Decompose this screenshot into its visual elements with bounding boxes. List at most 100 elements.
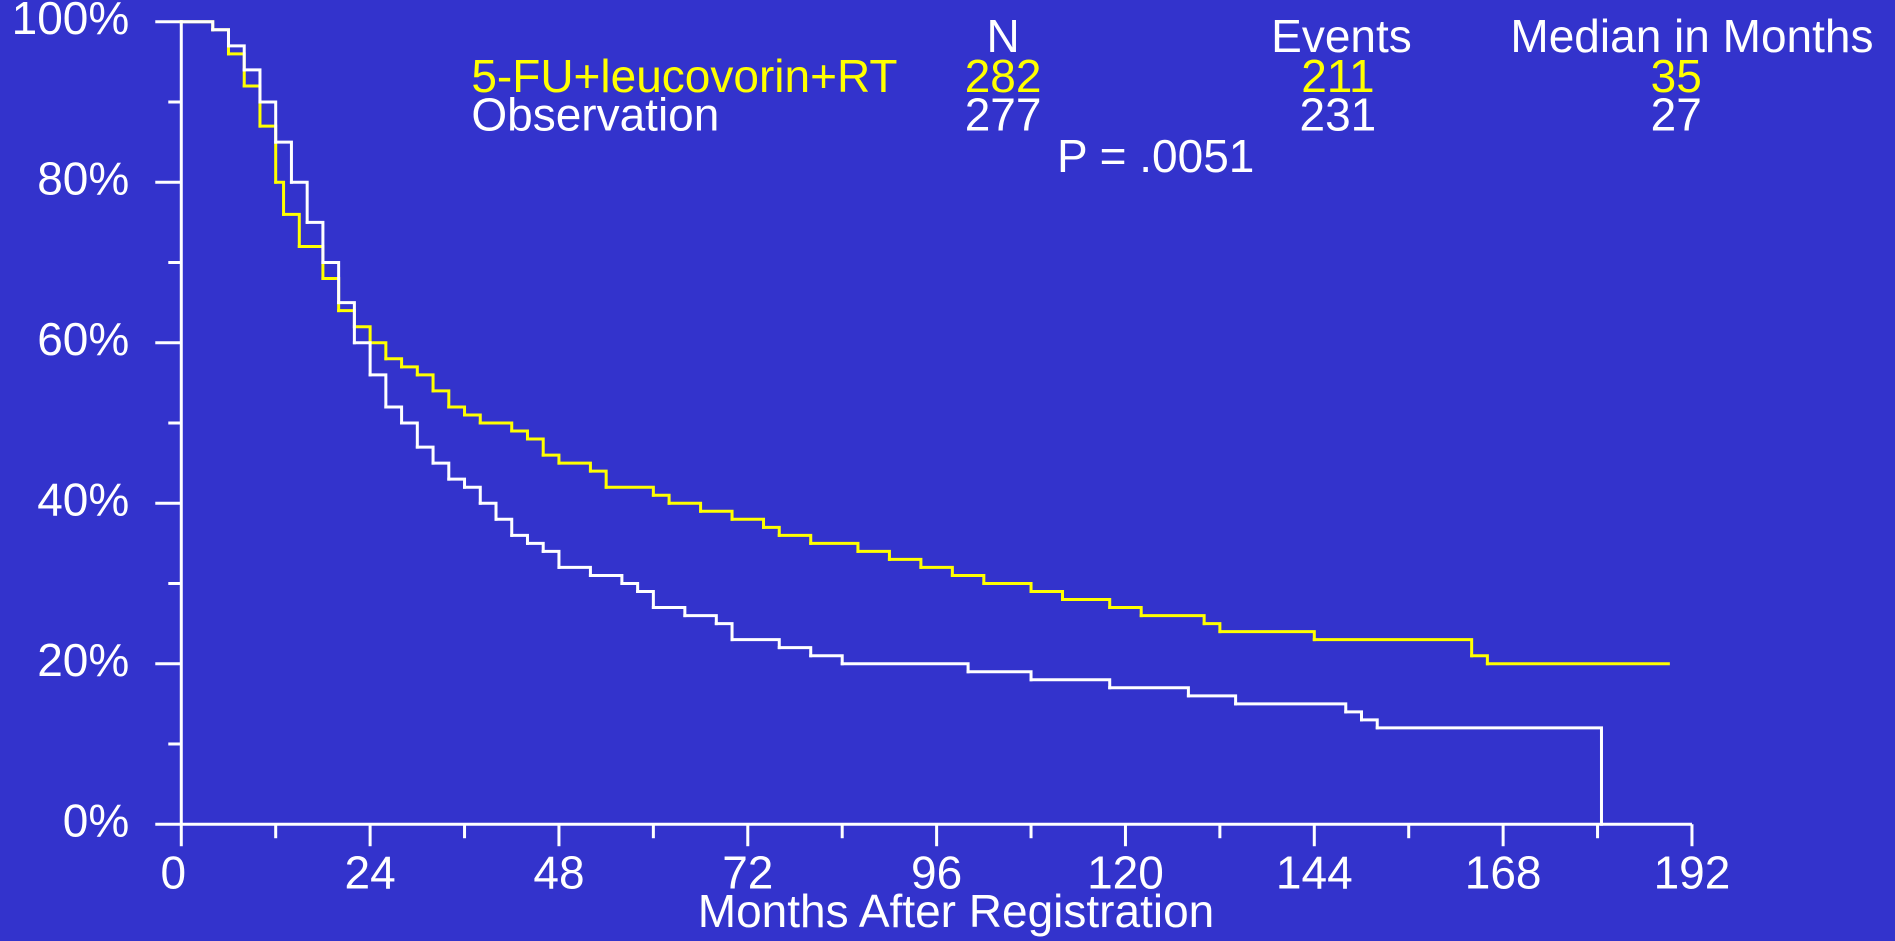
- survival-step: [384, 405, 404, 425]
- survival-step: [463, 485, 482, 505]
- y-tick-label: 20%: [37, 634, 129, 686]
- survival-step: [463, 413, 482, 425]
- survival-step: [510, 533, 529, 545]
- survival-step: [966, 670, 1033, 682]
- survival-step: [588, 469, 608, 489]
- x-tick-label: 48: [533, 846, 584, 898]
- survival-step: [478, 501, 498, 521]
- survival-step: [1344, 710, 1363, 722]
- y-tick-label: 60%: [37, 313, 129, 365]
- survival-step: [525, 437, 545, 457]
- survival-step: [226, 44, 246, 72]
- x-axis-label: Months After Registration: [698, 885, 1214, 937]
- survival-step: [762, 525, 781, 537]
- survival-step: [1375, 726, 1603, 826]
- survival-step: [305, 220, 325, 264]
- legend-value: 211: [1301, 50, 1374, 102]
- survival-step: [274, 140, 293, 184]
- annotation: P = .0051: [1057, 130, 1254, 182]
- survival-step: [856, 549, 891, 561]
- survival-step: [368, 341, 388, 361]
- x-tick-label: 72: [722, 846, 773, 898]
- survival-step: [1061, 598, 1112, 610]
- survival-step: [447, 405, 467, 417]
- y-tick-label: 100%: [12, 0, 130, 44]
- survival-step: [1108, 606, 1143, 618]
- x-tick-label: 24: [345, 846, 396, 898]
- x-tick-label: 96: [911, 846, 962, 898]
- legend-value: 231: [1299, 89, 1376, 141]
- survival-step: [494, 517, 514, 537]
- survival-step: [282, 212, 301, 248]
- survival-step: [337, 301, 356, 345]
- survival-step: [887, 557, 923, 569]
- x-tick-label: 0: [160, 846, 186, 898]
- survival-step: [840, 662, 970, 674]
- survival-step: [777, 533, 813, 545]
- survival-step: [431, 389, 451, 409]
- survival-step: [400, 365, 419, 377]
- survival-step: [1186, 694, 1238, 706]
- survival-step: [950, 573, 986, 585]
- survival-step: [1218, 630, 1316, 642]
- survival-step: [1470, 654, 1489, 666]
- survival-step: [809, 541, 860, 553]
- survival-step: [557, 461, 592, 473]
- survival-step: [651, 606, 687, 618]
- survival-step: [557, 565, 592, 577]
- survival-step: [714, 622, 734, 642]
- y-tick-label: 40%: [37, 473, 129, 525]
- survival-step: [1029, 678, 1112, 690]
- survival-step: [258, 100, 278, 144]
- survival-step: [730, 638, 781, 650]
- survival-step: [242, 68, 262, 104]
- legend-value: 282: [965, 50, 1042, 102]
- survival-step: [730, 517, 766, 529]
- survival-step: [1139, 614, 1206, 626]
- survival-step: [777, 646, 813, 658]
- survival-step: [321, 260, 341, 305]
- survival-step: [604, 485, 655, 497]
- survival-step: [289, 180, 309, 224]
- legend-label: Observation: [471, 89, 719, 141]
- y-tick-label: 0%: [63, 794, 129, 846]
- survival-step: [1234, 702, 1348, 714]
- survival-step: [1108, 686, 1190, 698]
- survival-step: [384, 357, 404, 369]
- legend-value: 35: [1651, 50, 1702, 102]
- survival-step: [982, 581, 1033, 594]
- survival-step: [478, 421, 514, 433]
- legend-header: Median in Months: [1510, 10, 1873, 62]
- survival-step: [352, 325, 372, 345]
- survival-step: [1029, 590, 1065, 602]
- survival-step: [415, 445, 435, 465]
- y-tick-label: 80%: [37, 152, 129, 204]
- legend-value: 277: [965, 89, 1042, 141]
- survival-step: [620, 581, 640, 594]
- survival-step: [699, 509, 734, 521]
- survival-step: [541, 549, 561, 569]
- survival-step: [510, 429, 529, 441]
- x-tick-label: 192: [1654, 846, 1731, 898]
- survival-step: [211, 28, 230, 48]
- survival-step: [431, 461, 451, 481]
- survival-step: [1312, 638, 1474, 658]
- legend-label: 5-FU+leucovorin+RT: [471, 50, 897, 102]
- survival-step: [274, 180, 286, 216]
- survival-step: [368, 373, 388, 409]
- survival-step: [179, 20, 215, 32]
- survival-step: [919, 565, 954, 577]
- survival-step: [651, 493, 671, 505]
- survival-step: [352, 341, 372, 377]
- x-tick-label: 168: [1465, 846, 1542, 898]
- survival-step: [1360, 718, 1379, 730]
- survival-step: [415, 373, 435, 393]
- legend-header: Events: [1271, 10, 1412, 62]
- legend-header: N: [986, 10, 1019, 62]
- survival-step: [683, 614, 718, 626]
- survival-step: [1202, 622, 1222, 634]
- survival-step: [588, 573, 624, 585]
- survival-step: [447, 477, 467, 489]
